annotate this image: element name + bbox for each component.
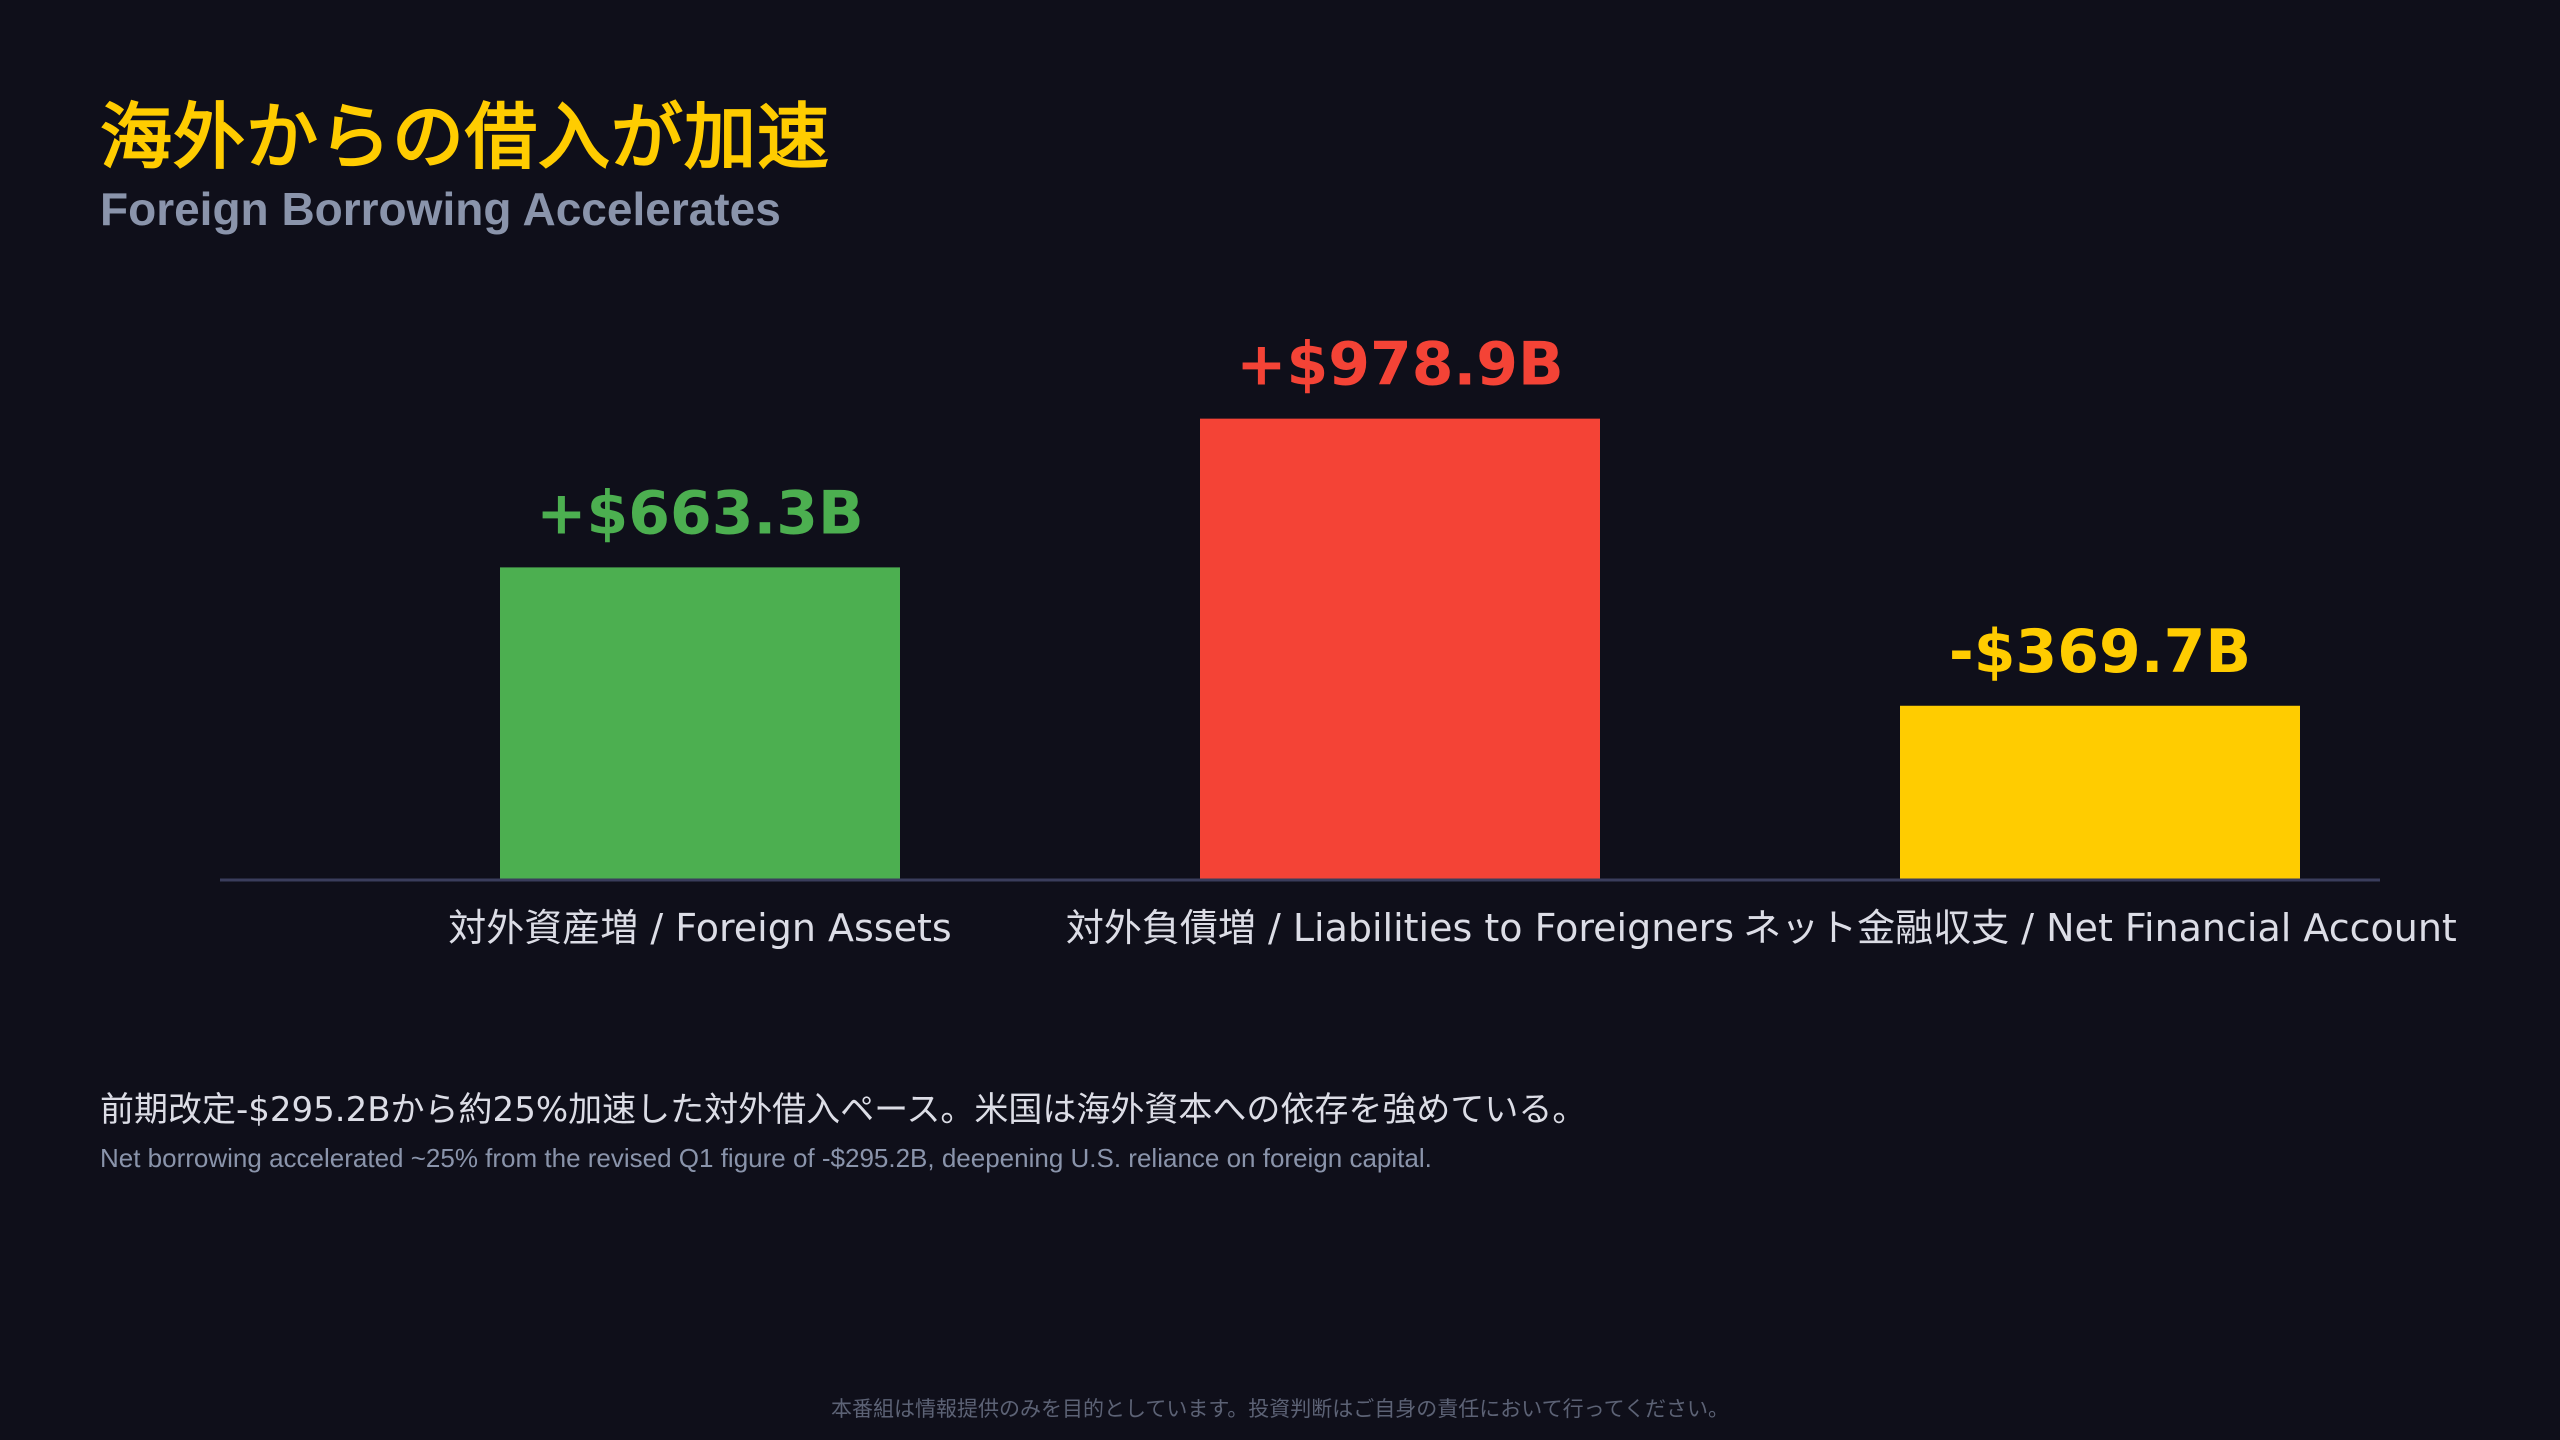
bar-2	[1200, 418, 1600, 880]
page-title: 海外からの借入が加速	[100, 95, 831, 179]
bar-value-label-1: +$663.3B	[536, 478, 864, 548]
bar-value-label-2: +$978.9B	[1236, 330, 1564, 400]
category-label-2: 対外負債増 / Liabilities to Foreigners	[1066, 906, 1734, 950]
bar-1	[500, 567, 900, 880]
page-subtitle: Foreign Borrowing Accelerates	[100, 183, 781, 235]
bar-3	[1900, 705, 2300, 880]
category-label-1: 対外資産増 / Foreign Assets	[448, 906, 951, 950]
note-english: Net borrowing accelerated ~25% from the …	[100, 1143, 1432, 1173]
bar-chart: +$663.3B 対外資産増 / Foreign Assets +$978.9B 対外…	[220, 330, 2457, 950]
bar-value-label-3: -$369.7B	[1949, 617, 2251, 687]
disclaimer: 本番組は情報提供のみを目的としています。投資判断はご自身の責任において行ってくだ…	[831, 1397, 1729, 1421]
note-japanese: 前期改定-$295.2Bから約25%加速した対外借入ペース。米国は海外資本への依…	[100, 1090, 1587, 1130]
category-label-3: ネット金融収支 / Net Financial Account	[1743, 906, 2457, 950]
